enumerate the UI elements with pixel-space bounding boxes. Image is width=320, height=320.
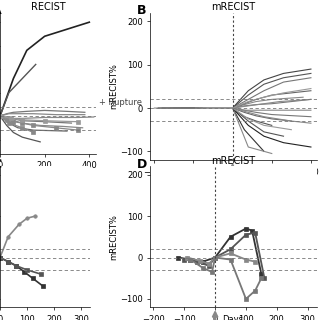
Title: mRECIST: mRECIST: [212, 156, 256, 166]
Y-axis label: mRECIST%: mRECIST%: [110, 63, 119, 109]
Text: D: D: [137, 158, 147, 171]
X-axis label: Days: Days: [37, 173, 59, 182]
Text: + Rupture: + Rupture: [99, 98, 142, 107]
Text: ATEZO + BEV start: ATEZO + BEV start: [200, 197, 266, 203]
Title: mRECIST: mRECIST: [212, 2, 256, 12]
Text: B: B: [137, 4, 147, 17]
Text: day: day: [239, 169, 255, 178]
Title: RECIST: RECIST: [31, 2, 65, 12]
Text: Days: Days: [222, 316, 243, 320]
Y-axis label: mRECIST%: mRECIST%: [110, 214, 119, 260]
Text: A: A: [0, 4, 2, 17]
Text: C: C: [0, 158, 2, 171]
